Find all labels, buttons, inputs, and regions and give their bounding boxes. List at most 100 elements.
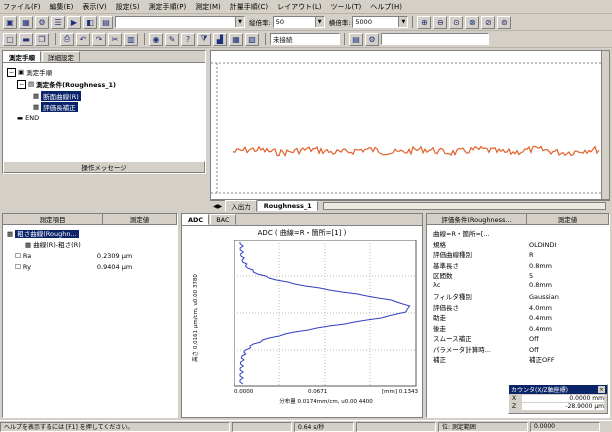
tree-node-end[interactable]: ▬ END	[17, 114, 40, 122]
menu-item-2[interactable]: 表示(V)	[82, 2, 107, 11]
zoom-out-icon[interactable]: ⊖	[433, 15, 448, 29]
close-icon[interactable]: ×	[598, 386, 605, 393]
layout-icon[interactable]: ▧	[245, 32, 259, 46]
cut-icon[interactable]: ✂	[108, 32, 122, 46]
condition-icon[interactable]: ◧	[83, 15, 97, 29]
parameter-panel: 測定項目 測定値 ▦ 粗さ曲線(Roughn... ▦ 曲線(R)-粗さ(R) …	[2, 213, 178, 418]
tab-procedure[interactable]: 測定手順	[3, 51, 41, 62]
condition-row[interactable]: 基準長さ 0.8mm	[433, 261, 553, 270]
report-icon[interactable]: ▤	[349, 32, 363, 46]
col-item[interactable]: 測定項目	[3, 214, 103, 224]
condition-row[interactable]: 評価曲線種別 R	[433, 251, 534, 259]
tab-adc[interactable]: ADC	[182, 214, 210, 225]
condition-row[interactable]: 曲線=R・箇所=[...	[433, 230, 490, 238]
status-blank	[356, 421, 436, 432]
collapse-icon[interactable]: −	[17, 79, 26, 89]
condition-row[interactable]: スムース補正 Off	[433, 335, 539, 343]
checkbox-icon[interactable]: ☐	[15, 263, 21, 271]
undo-icon[interactable]: ↶	[76, 32, 90, 46]
condition-row[interactable]: パラメータ計算時... Off	[433, 345, 539, 354]
help-icon[interactable]: ?	[181, 32, 195, 46]
menu-item-5[interactable]: 測定(M)	[195, 2, 221, 11]
menu-item-8[interactable]: ツール(T)	[330, 2, 362, 11]
chart-icon[interactable]: ▟	[213, 32, 227, 46]
profile-svg	[211, 62, 609, 194]
h-scale-label: 横倍率:	[328, 19, 351, 27]
condition-row[interactable]: 規格 OLDINDI	[433, 240, 557, 249]
tree-node-eval[interactable]: ▦ 評価長補正	[33, 102, 78, 112]
zoom-reset-icon[interactable]: ⊚	[497, 15, 512, 29]
counter-x-label: X	[512, 395, 517, 402]
status-help: ヘルプを表示するには [F1] を押してください。	[0, 421, 230, 432]
paste-icon[interactable]: ▥	[124, 32, 138, 46]
tab-roughness[interactable]: Roughness_1	[257, 201, 318, 211]
profile-graph[interactable]	[210, 50, 610, 200]
message-bar: 操作メッセージ	[3, 161, 205, 173]
connection-status: 未接続	[270, 33, 340, 45]
condition-row[interactable]: 助走 0.4mm	[433, 314, 553, 322]
checkbox-icon[interactable]: ☐	[15, 252, 21, 260]
col-cond-value[interactable]: 測定値	[527, 214, 609, 224]
open-icon[interactable]: ▦	[19, 15, 33, 29]
file-icon[interactable]: ▢	[3, 32, 17, 46]
camera-icon[interactable]: ◉	[149, 32, 163, 46]
horizontal-scrollbar[interactable]	[322, 202, 606, 210]
table-icon[interactable]: ▦	[229, 32, 243, 46]
counter-window[interactable]: カウンタ(X/Z軸座標) × X 0.0000 mm Z -28.9000 μm	[508, 384, 608, 414]
measure-icon[interactable]: ⚙	[35, 15, 49, 29]
zoom-fit-icon[interactable]: ⊙	[449, 15, 464, 29]
zoom-x-icon[interactable]: ⊗	[465, 15, 480, 29]
zoom-in-icon[interactable]: ⊕	[417, 15, 432, 29]
param-row-ra[interactable]: ☐ Ra 0.2309 μm	[15, 252, 133, 260]
v-scale-select[interactable]: 50 ▼	[272, 16, 325, 28]
print-icon[interactable]: ⎙	[60, 32, 74, 46]
save-icon[interactable]: ▬	[19, 32, 33, 46]
copy-icon[interactable]: ❐	[35, 32, 49, 46]
node-icon: ▦	[7, 230, 16, 238]
col-value[interactable]: 測定値	[103, 214, 177, 224]
tab-bac[interactable]: BAC	[210, 214, 236, 225]
param-node-curve[interactable]: ▦ 曲線(R)-粗さ(R)	[25, 241, 81, 249]
condition-row[interactable]: λc 0.8mm	[433, 280, 553, 289]
redo-icon[interactable]: ↷	[92, 32, 106, 46]
menu-item-1[interactable]: 編集(E)	[49, 2, 74, 11]
condition-icon: ▤	[28, 80, 35, 88]
tree-node-condition[interactable]: − ▤ 測定条件(Roughness_1)	[17, 79, 117, 89]
condition-row[interactable]: 補正 補正OFF	[433, 356, 555, 364]
list-icon[interactable]: ☰	[51, 15, 65, 29]
menu-item-4[interactable]: 測定手順(P)	[148, 2, 187, 11]
condition-row[interactable]: 評価長さ 4.0mm	[433, 303, 553, 312]
filter-icon[interactable]: ⧩	[197, 32, 211, 46]
vertical-scrollbar[interactable]	[601, 51, 609, 199]
collapse-icon[interactable]: −	[7, 67, 16, 77]
menu-item-6[interactable]: 計量手順(C)	[229, 2, 269, 11]
settings-icon[interactable]: ⚙	[365, 32, 379, 46]
menu-item-9[interactable]: ヘルプ(H)	[370, 2, 402, 11]
condition-row[interactable]: フィルタ種別 Gaussian	[433, 293, 559, 301]
menu-item-3[interactable]: 設定(S)	[115, 2, 140, 11]
run-icon[interactable]: ▶	[67, 15, 81, 29]
procedure-select[interactable]: ▼	[115, 16, 245, 28]
menu-item-0[interactable]: ファイル(F)	[3, 2, 41, 11]
new-icon[interactable]: ▣	[3, 15, 17, 29]
tree-root[interactable]: − ▣ 測定手順	[7, 67, 53, 77]
condition-row[interactable]: 区間数 5	[433, 272, 534, 280]
param-node-roughness[interactable]: ▦ 粗さ曲線(Roughn...	[7, 230, 79, 238]
tab-io[interactable]: 入出力	[225, 200, 257, 212]
adc-xlabel: 分布量 0.0174mm/cm, u0.00 4400	[279, 399, 373, 405]
tab-nav-icon[interactable]: ◀▶	[213, 202, 223, 210]
param-row-ry[interactable]: ☐ Ry 0.9404 μm	[15, 263, 133, 271]
curve-icon: ▦	[33, 92, 40, 100]
tab-detail[interactable]: 詳細設定	[42, 51, 80, 62]
pen-icon[interactable]: ✎	[165, 32, 179, 46]
grid-icon[interactable]: ▤	[99, 15, 113, 29]
toolbar-top: ▣ ▦ ⚙ ☰ ▶ ◧ ▤ ▼ 縦倍率: 50 ▼ 横倍率: 5000 ▼ ⊕ ⊖ …	[0, 14, 612, 31]
node-icon: ▦	[25, 241, 34, 249]
col-condition[interactable]: 評価条件(Roughness...	[427, 214, 527, 224]
condition-row[interactable]: 後走 0.4mm	[433, 324, 553, 333]
tree-node-section[interactable]: ▦ 断面曲線(R)	[33, 91, 81, 101]
extra-select[interactable]	[381, 33, 489, 45]
h-scale-select[interactable]: 5000 ▼	[352, 16, 409, 28]
zoom-y-icon[interactable]: ⊘	[481, 15, 496, 29]
menu-item-7[interactable]: レイアウト(L)	[277, 2, 322, 11]
